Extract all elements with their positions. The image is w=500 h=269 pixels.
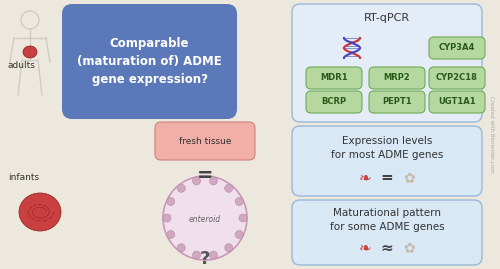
Circle shape [239, 214, 247, 222]
Text: ❧: ❧ [358, 171, 372, 186]
Text: fresh tissue: fresh tissue [179, 136, 231, 146]
Text: Comparable
(maturation of) ADME
gene expression?: Comparable (maturation of) ADME gene exp… [77, 37, 222, 86]
Circle shape [163, 176, 247, 260]
Circle shape [178, 184, 186, 192]
FancyBboxPatch shape [292, 200, 482, 265]
Ellipse shape [23, 46, 37, 58]
FancyBboxPatch shape [62, 4, 237, 119]
Circle shape [192, 177, 200, 185]
Circle shape [163, 214, 171, 222]
Circle shape [210, 177, 218, 185]
Text: CYP2C18: CYP2C18 [436, 73, 478, 83]
Circle shape [178, 244, 186, 252]
Text: BCRP: BCRP [322, 97, 346, 107]
Circle shape [192, 251, 200, 259]
FancyBboxPatch shape [306, 91, 362, 113]
Text: adults: adults [8, 61, 36, 69]
FancyBboxPatch shape [369, 67, 425, 89]
FancyBboxPatch shape [306, 67, 362, 89]
Text: ✿: ✿ [403, 171, 415, 185]
Text: ≈: ≈ [380, 240, 394, 256]
Circle shape [167, 197, 175, 206]
Text: CYP3A4: CYP3A4 [439, 44, 475, 52]
Text: Expression levels
for most ADME genes: Expression levels for most ADME genes [331, 136, 443, 160]
Text: PEPT1: PEPT1 [382, 97, 412, 107]
Text: ?: ? [200, 250, 210, 268]
Circle shape [224, 184, 232, 192]
Text: infants: infants [8, 174, 39, 182]
Text: =: = [380, 171, 394, 186]
Text: RT-qPCR: RT-qPCR [364, 13, 410, 23]
Text: ❧: ❧ [358, 240, 372, 256]
Circle shape [167, 231, 175, 239]
FancyBboxPatch shape [429, 37, 485, 59]
FancyBboxPatch shape [429, 67, 485, 89]
FancyBboxPatch shape [369, 91, 425, 113]
FancyBboxPatch shape [292, 126, 482, 196]
FancyBboxPatch shape [429, 91, 485, 113]
Circle shape [210, 251, 218, 259]
Text: =: = [197, 165, 213, 185]
Text: Maturational pattern
for some ADME genes: Maturational pattern for some ADME genes [330, 208, 444, 232]
Circle shape [235, 197, 243, 206]
Circle shape [224, 244, 232, 252]
Text: enteroid: enteroid [189, 215, 221, 225]
Text: MDR1: MDR1 [320, 73, 348, 83]
Circle shape [235, 231, 243, 239]
Text: UGT1A1: UGT1A1 [438, 97, 476, 107]
Text: Created with Biorender.com: Created with Biorender.com [490, 96, 494, 172]
Ellipse shape [19, 193, 61, 231]
FancyBboxPatch shape [292, 4, 482, 122]
Text: MRP2: MRP2 [384, 73, 410, 83]
FancyBboxPatch shape [155, 122, 255, 160]
Text: ✿: ✿ [403, 241, 415, 255]
